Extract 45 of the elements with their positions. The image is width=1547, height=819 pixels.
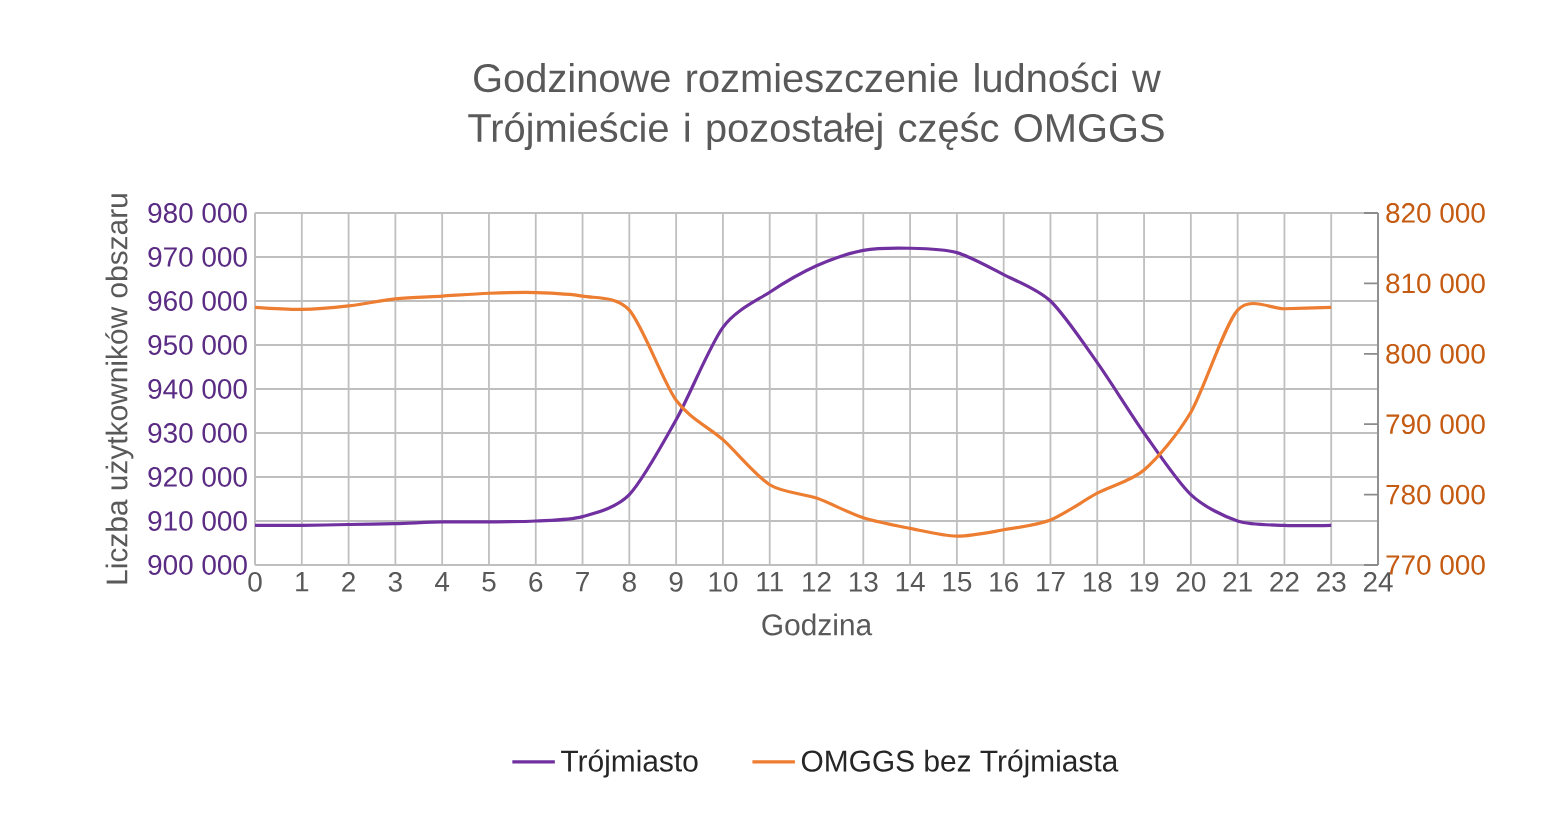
y-tick-label: 960 000 bbox=[148, 291, 247, 311]
x-tick-label: 20 bbox=[1176, 572, 1206, 592]
x-tick-label: 17 bbox=[1037, 572, 1065, 592]
x-tick-label: 5 bbox=[482, 572, 496, 592]
y2-tick-label: 820 000 bbox=[1386, 203, 1485, 223]
x-tick-label: 18 bbox=[1083, 572, 1112, 592]
x-tick-label: 1 bbox=[296, 572, 309, 592]
y-tick-label: 970 000 bbox=[148, 247, 247, 267]
x-tick-label: 11 bbox=[757, 572, 783, 592]
x-tick-label: 10 bbox=[709, 572, 738, 592]
line-series bbox=[255, 290, 1333, 538]
x-tick-label: 22 bbox=[1270, 572, 1299, 592]
chart-title: Godzinowe rozmieszczenie ludności w Trójmieście i pozostałej częśc OMGGS bbox=[468, 62, 1164, 151]
x-tick-label: 8 bbox=[622, 572, 636, 592]
y2-tick-label: 790 000 bbox=[1386, 414, 1485, 435]
y-axis-title: Liczba użytkowników obszaru bbox=[105, 194, 134, 584]
y2-tick-label: 800 000 bbox=[1386, 343, 1485, 364]
x-tick-label: 16 bbox=[990, 572, 1018, 592]
y-tick-label: 910 000 bbox=[148, 511, 247, 531]
x-tick-label: 21 bbox=[1223, 572, 1252, 592]
x-tick-label: 13 bbox=[849, 572, 878, 592]
y-tick-label: 980 000 bbox=[148, 203, 247, 223]
x-tick-label: 6 bbox=[529, 572, 543, 592]
y2-tick-label: 780 000 bbox=[1386, 484, 1485, 505]
y-tick-label: 940 000 bbox=[148, 379, 247, 399]
x-tick-label: 15 bbox=[943, 572, 972, 592]
x-tick-label: 19 bbox=[1130, 572, 1159, 592]
y-tick-label: 920 000 bbox=[148, 467, 247, 487]
x-tick-label: 7 bbox=[576, 572, 589, 592]
x-tick-label: 23 bbox=[1317, 572, 1346, 592]
y-tick-label: 950 000 bbox=[148, 335, 247, 355]
legend-label: Trójmiasto bbox=[561, 749, 698, 778]
x-tick-label: 2 bbox=[342, 572, 355, 592]
y-tick-label: 930 000 bbox=[148, 423, 247, 443]
y2-tick-label: 810 000 bbox=[1386, 273, 1485, 294]
x-tick-label: 14 bbox=[896, 572, 925, 592]
x-tick-label: 3 bbox=[388, 572, 402, 592]
x-axis-title: Godzina bbox=[762, 613, 873, 636]
x-tick-label: 0 bbox=[248, 572, 262, 592]
x-tick-label: 12 bbox=[803, 572, 831, 592]
legend-label: OMGGS bez Trójmiasta bbox=[801, 749, 1119, 778]
y-tick-label: 900 000 bbox=[148, 555, 247, 575]
line-series bbox=[255, 246, 1333, 528]
x-tick-label: 9 bbox=[669, 572, 683, 592]
x-tick-label: 4 bbox=[435, 572, 450, 592]
